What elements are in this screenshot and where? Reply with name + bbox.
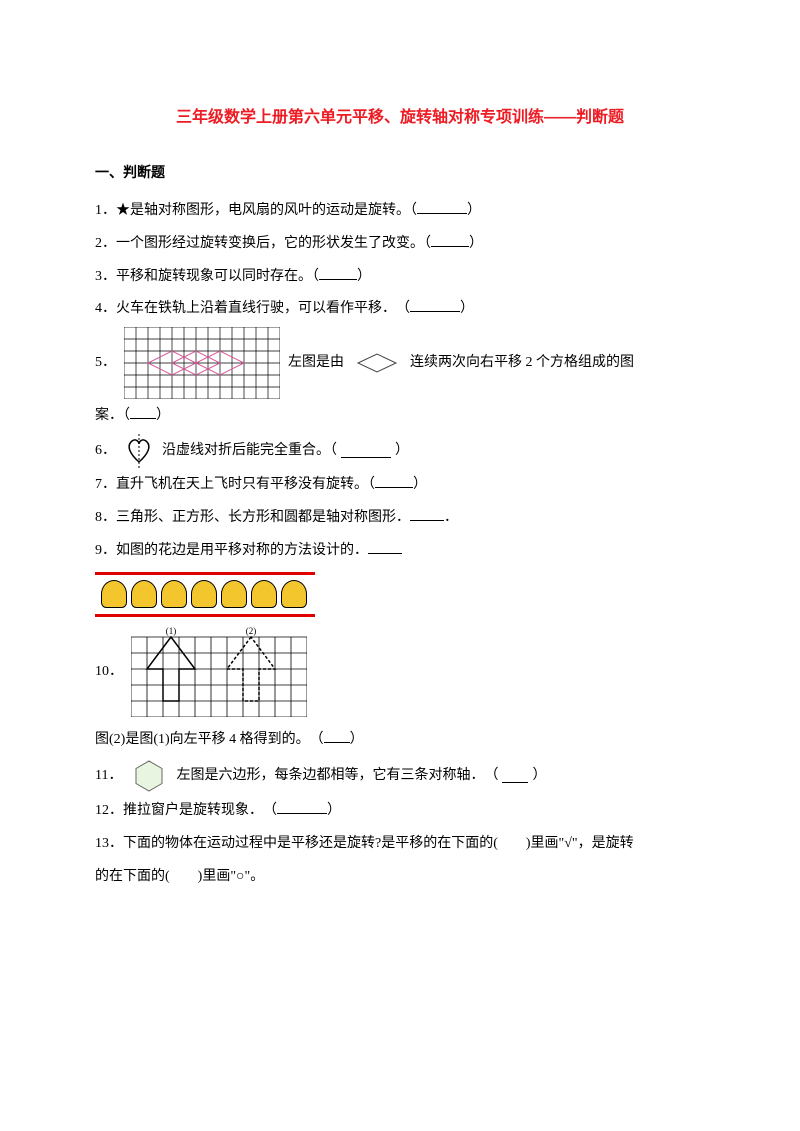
page-title: 三年级数学上册第六单元平移、旋转轴对称专项训练——判断题: [95, 100, 705, 135]
question-3: 3．平移和旋转现象可以同时存在。（ ）: [95, 262, 705, 293]
svg-text:(1): (1): [166, 627, 177, 636]
q5-line2: 案．（: [95, 408, 130, 423]
q13-line2: 的在下面的( )里画"○"。: [95, 869, 264, 884]
q10-text: 图(2)是图(1)向左平移 4 格得到的。 （: [95, 732, 324, 747]
question-5-line2: 案．（ ）: [95, 401, 705, 432]
q1-text: 1．★是轴对称图形，电风扇的风叶的运动是旋转。（: [95, 203, 417, 218]
question-10-text: 图(2)是图(1)向左平移 4 格得到的。 （ ）: [95, 725, 705, 756]
q11-text: 左图是六边形，每条边都相等，它有三条对称轴． （: [176, 761, 498, 792]
hexagon-icon: [130, 758, 168, 794]
grid-diamond-figure: [124, 327, 280, 399]
question-1: 1．★是轴对称图形，电风扇的风叶的运动是旋转。（ ）: [95, 196, 705, 227]
q12-text: 12．推拉窗户是旋转现象． （: [95, 803, 277, 818]
q10-end: ）: [350, 732, 364, 747]
q11-end: ）: [532, 761, 546, 792]
question-12: 12．推拉窗户是旋转现象． （ ）: [95, 796, 705, 827]
q13-text: 13．下面的物体在运动过程中是平移还是旋转?是平移的在下面的( )里画"√"，是…: [95, 836, 634, 851]
blank[interactable]: [417, 200, 467, 214]
q2-end: ）: [469, 236, 483, 251]
q3-end: ）: [357, 269, 371, 284]
q9-text: 9．如图的花边是用平移对称的方法设计的．: [95, 543, 368, 558]
blank[interactable]: [375, 474, 413, 488]
q6-end: ）: [395, 436, 409, 467]
question-10: 10． (1) (2): [95, 627, 705, 717]
blank[interactable]: [410, 507, 444, 521]
q6-text: 沿虚线对折后能完全重合。（: [162, 436, 337, 467]
heart-icon: [124, 434, 154, 468]
q7-text: 7．直升飞机在天上飞时只有平移没有旋转。（: [95, 477, 375, 492]
blank[interactable]: [277, 800, 327, 814]
blank[interactable]: [341, 444, 391, 458]
blank[interactable]: [324, 729, 350, 743]
q10-num: 10．: [95, 657, 123, 688]
section-header: 一、判断题: [95, 159, 705, 190]
question-8: 8．三角形、正方形、长方形和圆都是轴对称图形． ．: [95, 503, 705, 534]
question-9: 9．如图的花边是用平移对称的方法设计的．: [95, 536, 705, 567]
q12-end: ）: [327, 803, 341, 818]
question-11: 11． 左图是六边形，每条边都相等，它有三条对称轴． （ ）: [95, 758, 705, 794]
q4-end: ）: [460, 301, 474, 316]
flower-border-figure: [95, 572, 315, 617]
q8-text: 8．三角形、正方形、长方形和圆都是轴对称图形．: [95, 510, 410, 525]
q5-end: ）: [156, 408, 170, 423]
q5-num: 5．: [95, 348, 116, 379]
blank[interactable]: [410, 298, 460, 312]
question-13: 13．下面的物体在运动过程中是平移还是旋转?是平移的在下面的( )里画"√"，是…: [95, 829, 705, 860]
question-6: 6． 沿虚线对折后能完全重合。（ ）: [95, 434, 705, 468]
svg-text:(2): (2): [246, 627, 257, 636]
diamond-icon: [352, 351, 402, 375]
q6-num: 6．: [95, 436, 116, 467]
question-5: 5． 左图是由 连续两次向右平移 2 个方格组成的图: [95, 327, 705, 399]
blank[interactable]: [319, 266, 357, 280]
q3-text: 3．平移和旋转现象可以同时存在。（: [95, 269, 319, 284]
blank[interactable]: [502, 769, 528, 783]
q1-end: ）: [467, 203, 481, 218]
question-2: 2．一个图形经过旋转变换后，它的形状发生了改变。（ ）: [95, 229, 705, 260]
q2-text: 2．一个图形经过旋转变换后，它的形状发生了改变。（: [95, 236, 431, 251]
q8-end: ．: [444, 510, 458, 525]
question-13-line2: 的在下面的( )里画"○"。: [95, 862, 705, 893]
question-4: 4．火车在铁轨上沿着直线行驶，可以看作平移． （ ）: [95, 294, 705, 325]
blank[interactable]: [431, 233, 469, 247]
blank[interactable]: [368, 540, 402, 554]
blank[interactable]: [130, 405, 156, 419]
question-7: 7．直升飞机在天上飞时只有平移没有旋转。（ ）: [95, 470, 705, 501]
q5-after: 连续两次向右平移 2 个方格组成的图: [410, 348, 634, 379]
arrow-grid-figure: (1) (2): [131, 627, 307, 717]
q11-num: 11．: [95, 761, 122, 792]
q4-text: 4．火车在铁轨上沿着直线行驶，可以看作平移． （: [95, 301, 410, 316]
q7-end: ）: [413, 477, 427, 492]
q5-mid: 左图是由: [288, 348, 344, 379]
